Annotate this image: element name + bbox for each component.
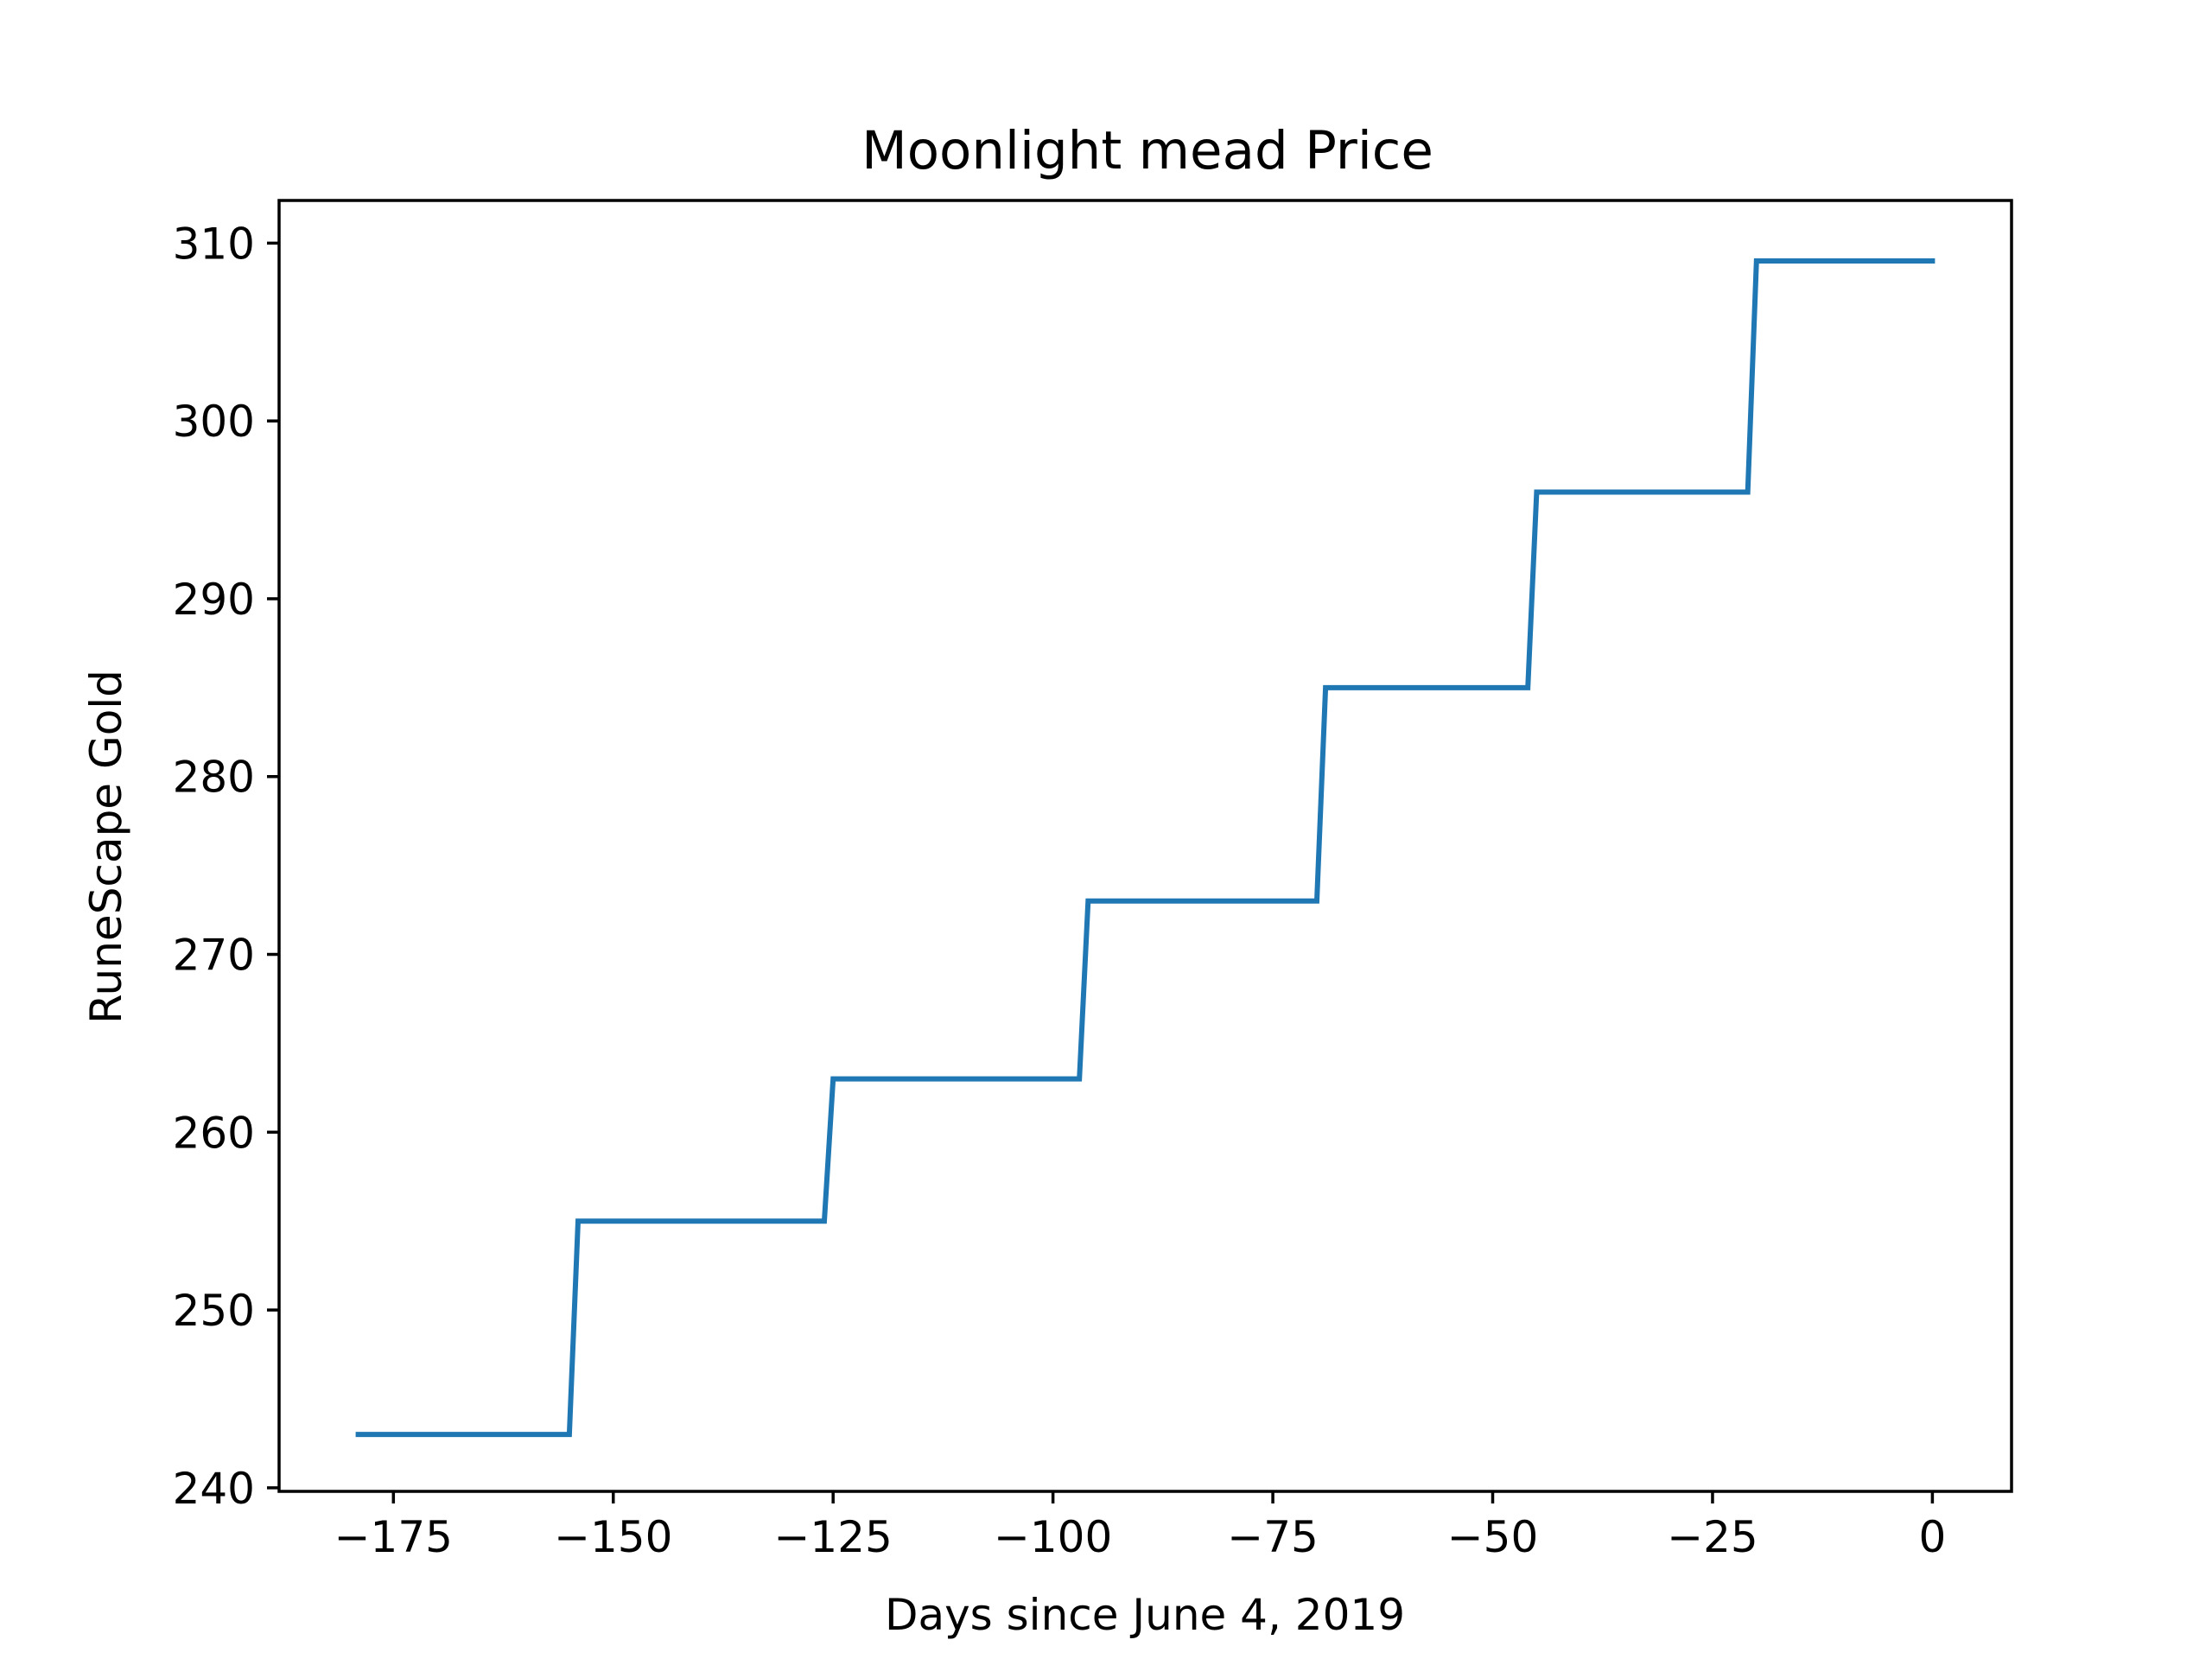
x-tick-label: −150 bbox=[554, 1512, 672, 1562]
y-tick-label: 280 bbox=[173, 753, 255, 803]
x-tick-label: −125 bbox=[774, 1512, 893, 1562]
chart-title: Moonlight mead Price bbox=[861, 120, 1433, 181]
y-axis-label: RuneScape Gold bbox=[81, 670, 131, 1024]
x-tick-label: −100 bbox=[994, 1512, 1112, 1562]
x-tick-label: −75 bbox=[1227, 1512, 1319, 1562]
plot-area bbox=[277, 199, 2013, 1493]
x-tick-label: −175 bbox=[334, 1512, 453, 1562]
x-axis: −175 −150 −125 −100 −75 −50 −25 0 bbox=[334, 1491, 1946, 1562]
series-layer bbox=[355, 258, 1936, 1438]
y-tick-label: 240 bbox=[173, 1464, 255, 1514]
y-tick-label: 310 bbox=[173, 219, 255, 269]
y-tick-label: 270 bbox=[173, 931, 255, 981]
y-tick-label: 250 bbox=[173, 1286, 255, 1336]
x-tick-label: −25 bbox=[1667, 1512, 1758, 1562]
x-tick-label: 0 bbox=[1918, 1512, 1946, 1562]
plot-frame bbox=[277, 199, 2013, 1493]
y-tick-label: 260 bbox=[173, 1108, 255, 1158]
y-tick-label: 290 bbox=[173, 575, 255, 625]
y-axis: 240 250 260 270 280 290 300 310 bbox=[173, 219, 279, 1514]
x-axis-label: Days since June 4, 2019 bbox=[885, 1590, 1405, 1640]
y-tick-label: 300 bbox=[173, 397, 255, 447]
series-line bbox=[355, 258, 1936, 1438]
x-tick-label: −50 bbox=[1447, 1512, 1539, 1562]
